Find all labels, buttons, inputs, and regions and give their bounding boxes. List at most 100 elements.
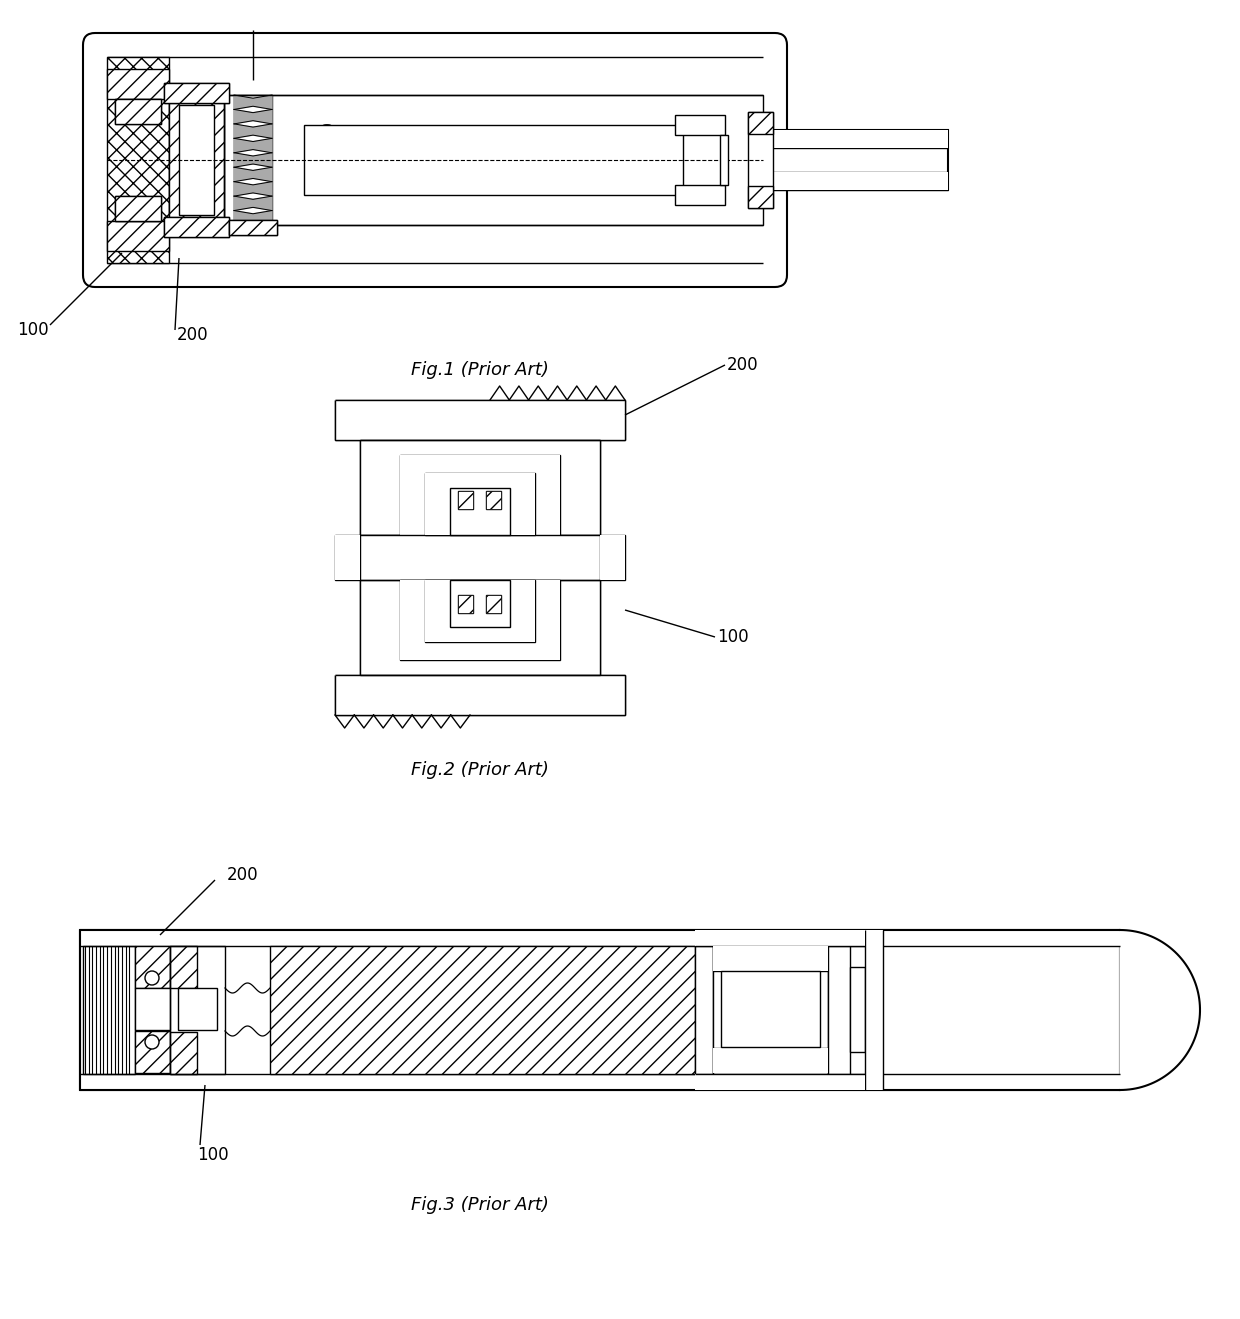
- Bar: [83, 946, 135, 1074]
- Bar: [828, 946, 849, 1074]
- Polygon shape: [234, 138, 272, 153]
- Bar: [458, 595, 472, 613]
- Bar: [335, 675, 625, 715]
- Bar: [107, 57, 763, 95]
- Polygon shape: [234, 95, 272, 109]
- Bar: [675, 115, 725, 135]
- Bar: [81, 930, 1120, 946]
- Polygon shape: [234, 153, 272, 168]
- Bar: [425, 580, 534, 642]
- Bar: [81, 930, 1120, 1089]
- Bar: [115, 197, 161, 222]
- Text: 200: 200: [177, 326, 208, 344]
- Bar: [164, 218, 229, 237]
- Polygon shape: [234, 168, 272, 182]
- Bar: [107, 222, 169, 251]
- Bar: [748, 112, 773, 135]
- Bar: [335, 400, 625, 441]
- Bar: [115, 197, 161, 222]
- Bar: [234, 95, 272, 226]
- Bar: [675, 185, 725, 204]
- Polygon shape: [234, 182, 272, 197]
- Bar: [486, 595, 501, 613]
- Bar: [720, 971, 820, 1047]
- Bar: [458, 491, 472, 509]
- Bar: [179, 106, 215, 215]
- Bar: [170, 946, 224, 1074]
- Text: 200: 200: [727, 356, 759, 375]
- Bar: [224, 95, 763, 226]
- Polygon shape: [306, 125, 348, 195]
- Bar: [224, 95, 763, 226]
- Bar: [229, 220, 277, 235]
- Bar: [401, 455, 560, 536]
- Bar: [107, 57, 169, 262]
- Bar: [748, 112, 773, 208]
- Bar: [713, 1049, 828, 1072]
- Bar: [229, 220, 277, 235]
- Polygon shape: [234, 197, 272, 211]
- Bar: [486, 595, 501, 613]
- Bar: [169, 95, 224, 226]
- Bar: [401, 580, 560, 660]
- Bar: [335, 675, 625, 715]
- Bar: [164, 83, 229, 103]
- Bar: [164, 218, 229, 237]
- Bar: [713, 946, 828, 1074]
- Text: Fig.2 (Prior Art): Fig.2 (Prior Art): [412, 761, 549, 780]
- Bar: [401, 455, 560, 536]
- Text: 100: 100: [17, 321, 48, 339]
- Bar: [81, 1074, 1120, 1089]
- Bar: [164, 83, 229, 103]
- Bar: [360, 580, 600, 675]
- Bar: [360, 580, 600, 675]
- Bar: [170, 1031, 197, 1074]
- Bar: [763, 171, 949, 190]
- Text: Fig.3 (Prior Art): Fig.3 (Prior Art): [412, 1196, 549, 1213]
- Bar: [849, 967, 866, 1053]
- Bar: [486, 491, 501, 509]
- Bar: [360, 441, 600, 536]
- Bar: [170, 946, 197, 988]
- Circle shape: [145, 1035, 159, 1049]
- Circle shape: [145, 971, 159, 985]
- Polygon shape: [1120, 930, 1200, 1089]
- Bar: [169, 95, 224, 226]
- Bar: [720, 135, 728, 185]
- Text: Fig.1 (Prior Art): Fig.1 (Prior Art): [412, 361, 549, 379]
- Bar: [335, 536, 360, 580]
- Bar: [694, 1074, 866, 1089]
- Bar: [748, 186, 773, 208]
- Bar: [360, 536, 600, 580]
- Bar: [450, 488, 510, 536]
- Bar: [763, 131, 949, 190]
- Bar: [425, 474, 534, 536]
- Text: 100: 100: [717, 628, 749, 646]
- Bar: [360, 441, 600, 536]
- Bar: [458, 491, 472, 509]
- Bar: [115, 99, 161, 124]
- Bar: [713, 946, 828, 971]
- Bar: [335, 400, 625, 441]
- Bar: [107, 226, 763, 262]
- Bar: [425, 474, 534, 536]
- Bar: [425, 580, 534, 642]
- Bar: [304, 125, 683, 195]
- Bar: [179, 988, 217, 1030]
- Bar: [135, 1031, 170, 1072]
- Bar: [270, 946, 694, 1074]
- Bar: [450, 580, 510, 627]
- Bar: [115, 99, 161, 124]
- Bar: [401, 580, 560, 660]
- Bar: [600, 536, 625, 580]
- Bar: [335, 536, 625, 580]
- Polygon shape: [234, 109, 272, 124]
- Bar: [694, 930, 866, 946]
- Bar: [135, 946, 170, 988]
- Bar: [135, 988, 170, 1030]
- Text: 200: 200: [227, 867, 259, 884]
- Text: 100: 100: [197, 1146, 229, 1163]
- Bar: [458, 595, 472, 613]
- Bar: [486, 491, 501, 509]
- Bar: [866, 930, 883, 1089]
